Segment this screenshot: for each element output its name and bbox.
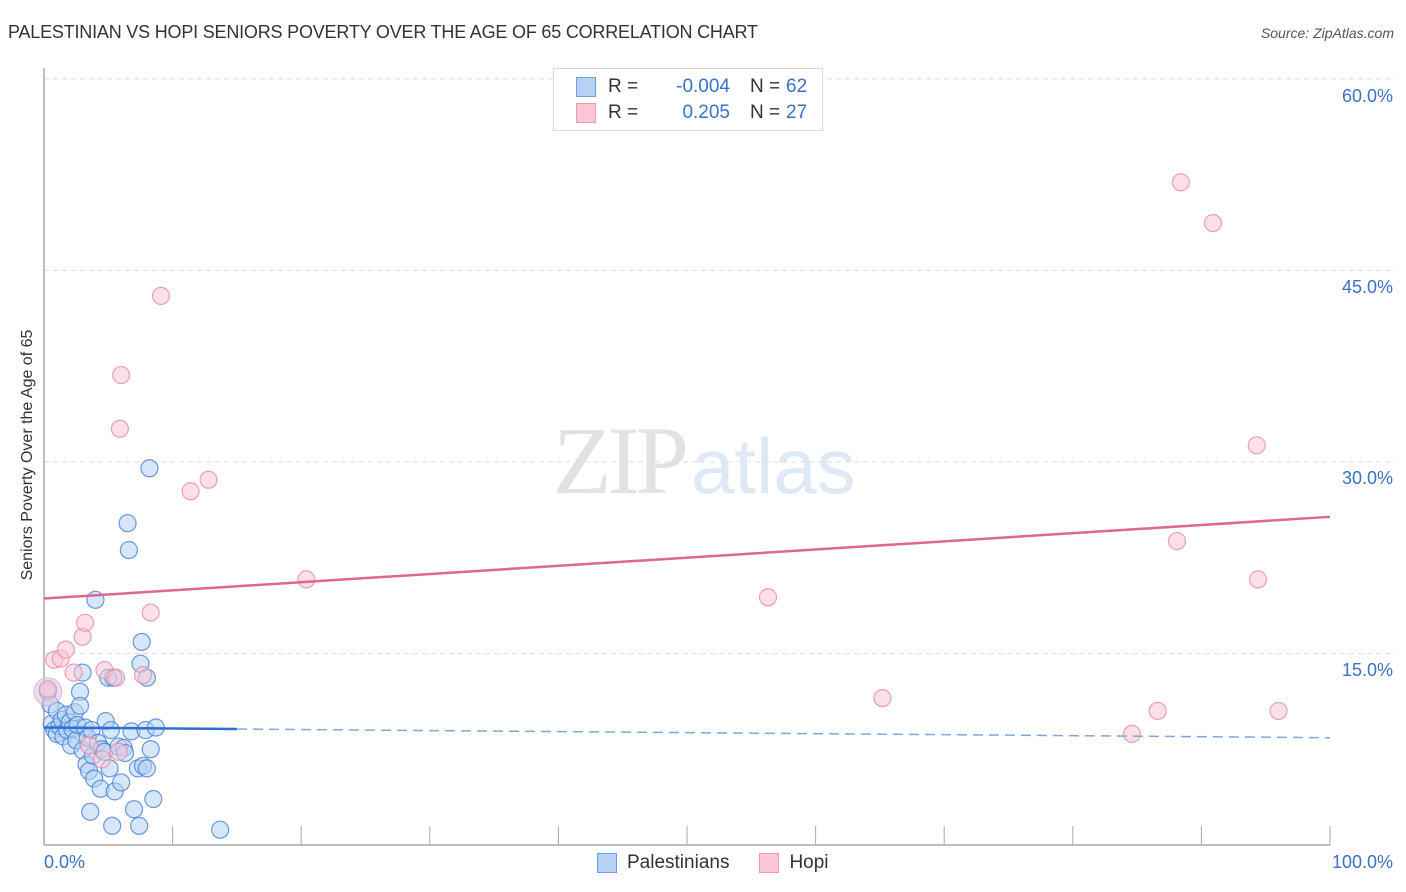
legend-row-palestinians: R = -0.004 N = 62 [576,75,807,99]
x-tick-min: 0.0% [44,852,86,872]
palestinians-point[interactable] [118,514,137,533]
hopi-point[interactable] [64,663,83,682]
gridlines [44,78,1395,654]
hopi-point[interactable] [38,680,57,699]
hopi-swatch [576,103,596,123]
r-value: 0.205 [682,102,730,123]
palestinians-point[interactable] [141,740,160,759]
legend-label: Palestinians [627,852,730,873]
hopi-point[interactable] [297,570,316,589]
hopi-point[interactable] [181,482,200,501]
correlation-legend: R = -0.004 N = 62 R = 0.205 N = 27 [553,68,823,131]
hopi-point[interactable] [133,666,153,685]
hopi-point[interactable] [1167,531,1187,551]
hopi-point[interactable] [1148,701,1167,721]
hopi-point[interactable] [873,689,892,708]
palestinians-trend-line [43,726,237,731]
hopi-point[interactable] [56,640,75,659]
hopi-point[interactable] [76,613,95,632]
palestinians-point[interactable] [144,789,163,809]
n-label: N = [750,102,781,123]
hopi-point[interactable] [141,603,160,622]
y-axis-label: Seniors Poverty Over the Age of 65 [19,329,36,581]
hopi-point[interactable] [151,286,171,305]
hopi-point[interactable] [1171,173,1190,192]
palestinians-point[interactable] [211,820,230,839]
hopi-trend-line [43,515,1331,600]
source-label: Source: ZipAtlas.com [1260,25,1394,41]
palestinians-point[interactable] [101,720,120,740]
y-tick-60: 60.0% [1341,86,1393,106]
trend-lines [43,515,1331,739]
hopi-point[interactable] [1248,570,1268,589]
palestinians-point[interactable] [130,816,149,835]
hopi-point[interactable] [1203,214,1223,233]
y-tick-45: 45.0% [1341,277,1393,297]
palestinians-point[interactable] [70,696,90,715]
hopi-point[interactable] [112,365,131,385]
palestinians-point[interactable] [132,632,151,652]
palestinians-point[interactable] [103,816,122,835]
n-value: 27 [786,102,808,123]
axes [43,68,1331,846]
hopi-points [38,173,1288,769]
hopi-point[interactable] [109,742,128,761]
palestinians-swatch [597,853,617,873]
palestinians-point[interactable] [124,800,144,819]
hopi-point[interactable] [110,419,129,438]
hopi-point[interactable] [1122,724,1142,744]
n-value: 62 [786,76,808,97]
palestinians-point[interactable] [81,802,100,821]
hopi-swatch [759,853,780,873]
palestinians-point[interactable] [112,773,131,792]
palestinians-trend-extension [236,728,1331,739]
palestinians-point[interactable] [119,540,138,560]
x-tick-max: 100.0% [1331,852,1393,872]
r-label: R = [608,76,639,97]
chart-title: PALESTINIAN VS HOPI SENIORS POVERTY OVER… [8,22,758,42]
hopi-point[interactable] [1269,701,1288,721]
legend-label: Hopi [789,852,829,873]
hopi-point[interactable] [199,470,218,489]
hopi-point[interactable] [92,750,111,769]
y-tick-15: 15.0% [1341,660,1393,680]
hopi-point[interactable] [106,668,126,687]
palestinians-point[interactable] [137,759,156,778]
legend-item-hopi[interactable]: Hopi [759,852,829,874]
palestinians-swatch [576,77,596,97]
palestinians-point[interactable] [140,459,159,478]
series-legend: Palestinians Hopi [597,852,859,874]
r-value: -0.004 [676,76,730,97]
r-label: R = [608,102,639,123]
legend-row-hopi: R = 0.205 N = 27 [576,101,807,125]
legend-item-palestinians[interactable]: Palestinians [597,852,729,874]
hopi-point[interactable] [758,588,778,607]
hopi-point[interactable] [1247,436,1266,455]
hopi-point[interactable] [79,736,99,755]
n-label: N = [750,76,781,97]
y-tick-30: 30.0% [1341,468,1393,488]
